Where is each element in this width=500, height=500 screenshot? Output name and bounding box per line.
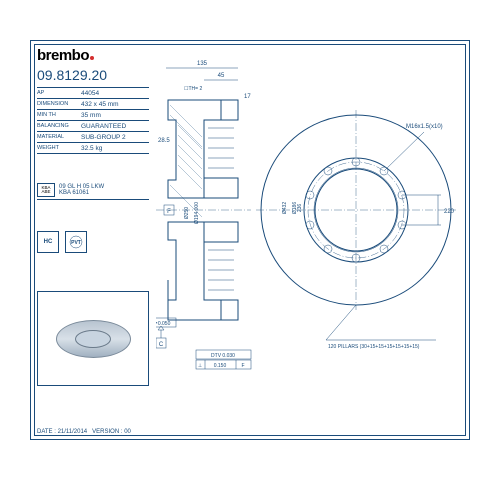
spec-row: DIMENSION432 x 45 mm <box>37 99 149 110</box>
spec-value: 32.5 kg <box>81 145 149 152</box>
icon-row: HC PVT <box>37 231 87 253</box>
svg-text:17: 17 <box>244 94 251 100</box>
svg-text:45: 45 <box>218 73 225 79</box>
svg-text:F: F <box>241 363 244 369</box>
svg-text:⊥: ⊥ <box>198 363 202 369</box>
svg-text:Ø432: Ø432 <box>282 202 288 214</box>
svg-text:C: C <box>159 342 164 348</box>
logo-dot-icon <box>90 56 94 60</box>
version-value: 00 <box>124 429 131 435</box>
date-label: DATE : <box>37 429 56 435</box>
svg-text:M16x1.5(x10): M16x1.5(x10) <box>406 124 443 130</box>
spec-row: WEIGHT32.5 kg <box>37 143 149 154</box>
svg-text:PVT: PVT <box>71 240 81 246</box>
spec-row: MATERIALSUB-GROUP 2 <box>37 132 149 143</box>
front-view: Ø186 Ø432 236 M16x1.5(x10) 220 120 PILLA… <box>256 110 456 350</box>
svg-text:0.150: 0.150 <box>214 363 227 369</box>
spec-label: MATERIAL <box>37 134 81 141</box>
cert-box: KBA ABE 09 GL H 05 LKW KBA 61061 <box>37 181 149 200</box>
cert-text: KBA 61061 <box>59 190 104 196</box>
drawing-area: 135 45 ☐TH= 2 17 28.5 <box>156 49 461 411</box>
date-value: 21/11/2014 <box>58 429 88 435</box>
svg-text:↗0.050: ↗0.050 <box>156 321 171 327</box>
technical-drawing: 135 45 ☐TH= 2 17 28.5 <box>156 49 461 411</box>
footer: DATE : 21/11/2014 VERSION : 00 <box>37 429 131 435</box>
side-view: 135 45 ☐TH= 2 17 28.5 <box>156 61 251 369</box>
spec-label: WEIGHT <box>37 145 81 152</box>
pvt-icon: PVT <box>65 231 87 253</box>
version-label: VERSION : <box>92 429 122 435</box>
spec-label: MIN TH <box>37 112 81 119</box>
svg-text:Ø250: Ø250 <box>184 207 190 219</box>
svg-text:☐TH= 2: ☐TH= 2 <box>184 86 202 92</box>
brand-logo: brembo <box>37 47 89 64</box>
svg-text:28.5: 28.5 <box>158 138 170 144</box>
spec-value: 35 mm <box>81 112 149 119</box>
svg-text:DTV 0.030: DTV 0.030 <box>211 353 235 359</box>
spec-table: AP44054 DIMENSION432 x 45 mm MIN TH35 mm… <box>37 87 149 154</box>
cert-text-group: 09 GL H 05 LKW KBA 61061 <box>59 184 104 196</box>
cert-row: KBA ABE 09 GL H 05 LKW KBA 61061 <box>37 181 149 200</box>
spec-value: SUB-GROUP 2 <box>81 134 149 141</box>
spec-row: MIN TH35 mm <box>37 110 149 121</box>
drawing-sheet: brembo 09.8129.20 AP44054 DIMENSION432 x… <box>30 40 470 440</box>
svg-text:236: 236 <box>297 204 303 213</box>
spec-label: BALANCING <box>37 123 81 130</box>
spec-label: AP <box>37 90 81 97</box>
spec-value: 432 x 45 mm <box>81 101 149 108</box>
pvt-symbol-icon: PVT <box>68 234 84 250</box>
svg-text:Ø194.000: Ø194.000 <box>194 202 200 224</box>
hc-icon: HC <box>37 231 59 253</box>
svg-text:135: 135 <box>197 61 208 67</box>
svg-text:120 PILLARS (30+15+15+15+15+15: 120 PILLARS (30+15+15+15+15+15+15) <box>328 344 420 350</box>
svg-text:220: 220 <box>444 209 455 215</box>
svg-text:F: F <box>167 209 171 215</box>
spec-label: DIMENSION <box>37 101 81 108</box>
disc-inner <box>75 330 111 348</box>
kba-icon: KBA ABE <box>37 183 55 197</box>
spec-value: 44054 <box>81 90 149 97</box>
render-box <box>37 291 149 386</box>
spec-row: AP44054 <box>37 87 149 99</box>
part-number: 09.8129.20 <box>37 67 107 83</box>
spec-value: GUARANTEED <box>81 123 149 130</box>
spec-row: BALANCINGGUARANTEED <box>37 121 149 132</box>
disc-render-icon <box>56 316 131 361</box>
